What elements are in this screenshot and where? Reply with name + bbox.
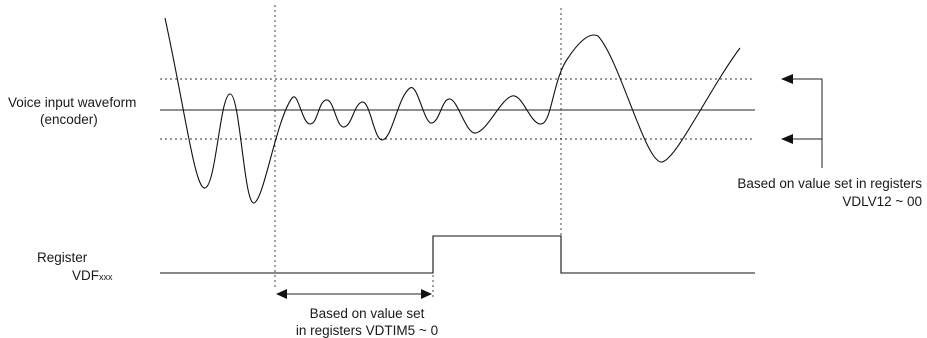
level-bracket (790, 78, 823, 168)
lower-threshold-arrow-icon (781, 134, 793, 144)
upper-threshold-arrow-icon (781, 74, 793, 84)
time-note-line1: Based on value set (310, 306, 425, 321)
time-arrow-left-icon (276, 289, 287, 299)
voice-waveform (164, 17, 741, 204)
time-note-line2: in registers VDTIM5 ~ 0 (296, 323, 438, 338)
level-note-line2: VDLV12 ~ 00 (842, 194, 922, 209)
level-note-line1: Based on value set in registers (737, 176, 922, 191)
waveform-label-line2: (encoder) (40, 112, 98, 127)
time-arrow-right-icon (421, 289, 432, 299)
register-name-main: VDF (72, 268, 99, 283)
waveform-label-line1: Voice input waveform (8, 95, 136, 110)
vdf-register-signal (160, 235, 755, 274)
register-label-line1: Register (37, 250, 88, 265)
register-name-label: VDFxxx (72, 268, 113, 283)
register-name-subscript: xxx (99, 272, 113, 282)
